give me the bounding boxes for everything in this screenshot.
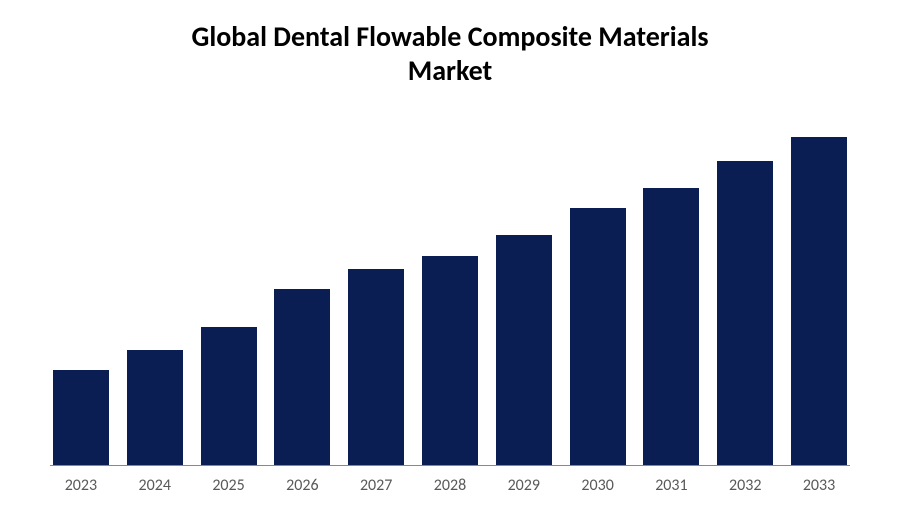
x-axis-label: 2032: [714, 476, 776, 495]
bar: [348, 269, 404, 465]
bar-wrapper: [345, 127, 407, 465]
x-axis-label: 2029: [493, 476, 555, 495]
bar-wrapper: [419, 127, 481, 465]
plot-area: 2023 2024 2025 2026 2027 2028 2029 2030 2031 2032…: [30, 127, 870, 495]
x-axis-labels: 2023 2024 2025 2026 2027 2028 2029 2030 2031 2032…: [50, 476, 850, 495]
bar: [422, 256, 478, 465]
chart-container: Global Dental Flowable Composite Materia…: [0, 0, 900, 525]
bar: [643, 188, 699, 465]
bar-wrapper: [198, 127, 260, 465]
x-axis-label: 2027: [345, 476, 407, 495]
x-axis-label: 2024: [124, 476, 186, 495]
bar: [274, 289, 330, 465]
x-axis-label: 2030: [567, 476, 629, 495]
bar-wrapper: [124, 127, 186, 465]
bar-wrapper: [567, 127, 629, 465]
bar-wrapper: [788, 127, 850, 465]
x-axis-label: 2033: [788, 476, 850, 495]
x-axis-label: 2031: [641, 476, 703, 495]
bar: [201, 327, 257, 466]
bar: [791, 137, 847, 465]
bar-wrapper: [641, 127, 703, 465]
bar: [570, 208, 626, 465]
x-axis-label: 2028: [419, 476, 481, 495]
title-line-1: Global Dental Flowable Composite Materia…: [191, 19, 708, 54]
chart-title: Global Dental Flowable Composite Materia…: [30, 20, 870, 87]
bars-area: [50, 127, 850, 466]
bar: [127, 350, 183, 465]
x-axis-label: 2025: [198, 476, 260, 495]
bar-wrapper: [493, 127, 555, 465]
bar: [53, 370, 109, 465]
bar: [717, 161, 773, 465]
x-axis-label: 2023: [50, 476, 112, 495]
x-axis-label: 2026: [271, 476, 333, 495]
bar: [496, 235, 552, 465]
title-line-2: Market: [408, 53, 493, 88]
bar-wrapper: [271, 127, 333, 465]
bar-wrapper: [50, 127, 112, 465]
bar-wrapper: [714, 127, 776, 465]
